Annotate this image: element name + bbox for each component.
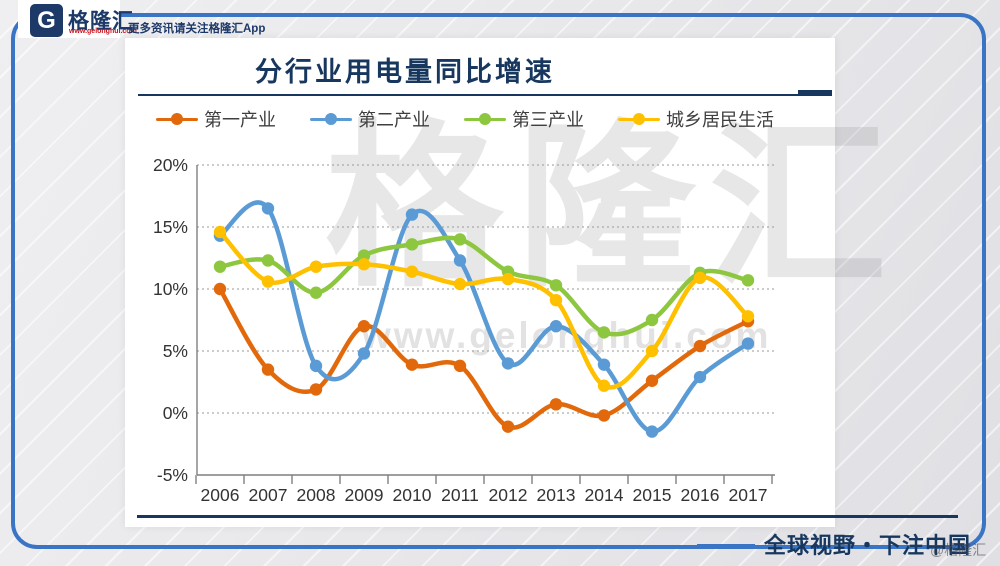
- series-point-3: [693, 271, 707, 285]
- legend-marker-icon: [310, 113, 352, 125]
- series-point-2: [645, 313, 659, 327]
- series-point-1: [501, 357, 515, 370]
- series-point-0: [357, 320, 371, 333]
- y-tick-label: 10%: [153, 279, 188, 299]
- legend-label: 第三产业: [512, 110, 584, 130]
- legend-item-0: 第一产业: [156, 106, 276, 132]
- legend-label: 城乡居民生活: [666, 110, 774, 130]
- series-point-0: [213, 282, 227, 296]
- series-point-2: [597, 326, 611, 339]
- legend-item-3: 城乡居民生活: [618, 106, 774, 132]
- x-tick-label: 2008: [297, 485, 336, 505]
- series-point-0: [309, 383, 323, 396]
- decorative-frame: [11, 13, 986, 549]
- series-point-3: [405, 265, 419, 278]
- series-point-3: [645, 344, 659, 358]
- series-point-2: [309, 286, 323, 299]
- series-point-0: [645, 374, 659, 387]
- series-point-0: [405, 358, 419, 371]
- series-point-1: [261, 202, 275, 215]
- series-point-2: [261, 254, 275, 267]
- x-tick-label: 2016: [681, 485, 720, 505]
- watermark-text: 格隆汇: [325, 102, 901, 311]
- series-point-3: [549, 293, 563, 307]
- series-point-3: [501, 272, 515, 286]
- y-tick-label: 0%: [163, 403, 188, 423]
- series-point-2: [453, 233, 467, 246]
- x-tick-label: 2010: [393, 485, 432, 505]
- series-point-2: [357, 249, 371, 262]
- series-point-3: [357, 258, 371, 271]
- legend-marker-icon: [618, 113, 660, 125]
- brand-name: 格隆汇: [68, 10, 134, 33]
- x-tick-label: 2015: [633, 485, 672, 505]
- series-point-2: [741, 274, 755, 287]
- legend-item-1: 第二产业: [310, 106, 430, 132]
- series-point-3: [597, 379, 611, 392]
- chart-legend: 第一产业 第二产业 第三产业 城乡居民生活: [140, 106, 790, 132]
- series-point-0: [261, 363, 275, 376]
- series-point-1: [357, 347, 371, 360]
- series-point-0: [597, 409, 611, 422]
- title-underline: [138, 94, 830, 96]
- title-underline-dash: [798, 90, 832, 96]
- series-point-0: [693, 339, 707, 353]
- series-point-3: [309, 260, 323, 273]
- footer-accent-line: [697, 544, 755, 548]
- brand-url: www.gelonghui.com: [69, 28, 137, 35]
- series-point-0: [501, 420, 515, 433]
- series-point-3: [453, 277, 467, 291]
- series-point-3: [741, 310, 755, 323]
- gelonghui-logo-icon: G: [30, 4, 63, 37]
- footer-slogan: 全球视野・下注中国: [764, 533, 972, 558]
- legend-marker-icon: [156, 113, 198, 125]
- chart-title: 分行业用电量同比增速: [255, 57, 555, 88]
- y-tick-label: 20%: [153, 155, 188, 175]
- x-tick-label: 2009: [345, 485, 384, 505]
- corner-watermark: @格隆汇: [930, 542, 987, 558]
- footer-divider: [137, 515, 958, 518]
- series-point-2: [405, 238, 419, 251]
- legend-item-2: 第三产业: [464, 106, 584, 132]
- y-tick-label: -5%: [157, 465, 188, 485]
- x-tick-label: 2011: [441, 485, 479, 505]
- series-point-1: [453, 254, 467, 267]
- line-chart: 20% 15% 10% 5% 0% -5% 2006 2007 2008 2009 2010 2011…: [153, 155, 775, 505]
- series-point-2: [549, 279, 563, 292]
- legend-label: 第二产业: [358, 110, 430, 130]
- y-tick-label: 15%: [153, 217, 188, 237]
- x-tick-label: 2012: [489, 485, 528, 505]
- series-point-0: [453, 359, 467, 373]
- legend-marker-icon: [464, 113, 506, 125]
- series-point-1: [645, 425, 659, 438]
- header-tagline: 更多资讯请关注格隆汇App: [128, 23, 266, 35]
- x-tick-label: 2007: [249, 485, 288, 505]
- x-tick-label: 2014: [585, 485, 624, 505]
- series-point-1: [741, 337, 755, 350]
- x-tick-label: 2006: [201, 485, 240, 505]
- series-point-1: [549, 320, 563, 333]
- series-point-1: [693, 370, 707, 384]
- x-tick-label: 2017: [729, 485, 768, 505]
- x-tick-label: 2013: [537, 485, 576, 505]
- series-point-3: [213, 225, 227, 239]
- series-point-1: [405, 208, 419, 221]
- series-point-3: [261, 275, 275, 288]
- y-tick-label: 5%: [163, 341, 188, 361]
- series-point-1: [597, 358, 611, 371]
- series-point-1: [309, 359, 323, 373]
- series-point-2: [213, 260, 227, 273]
- series-point-0: [549, 398, 563, 411]
- legend-label: 第一产业: [204, 110, 276, 130]
